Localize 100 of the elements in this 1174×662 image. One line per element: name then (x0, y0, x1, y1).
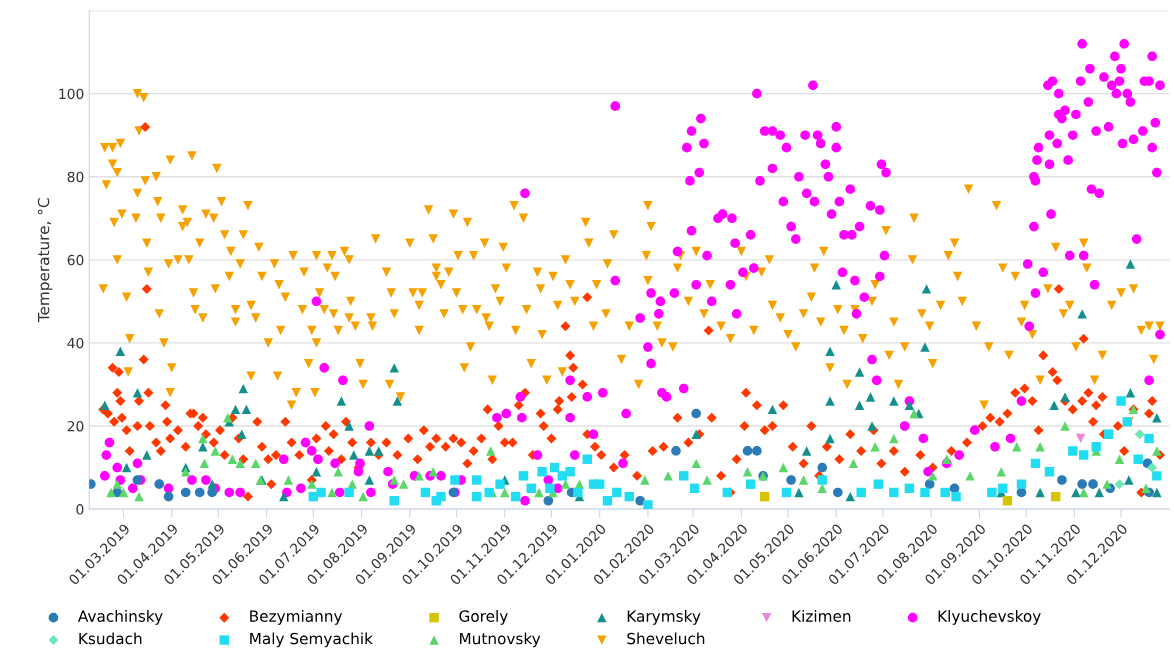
point (181, 466, 191, 477)
point (801, 446, 812, 456)
point (1152, 446, 1162, 456)
point (663, 471, 673, 481)
point (928, 471, 938, 481)
legend-label: Ksudach (79, 632, 142, 645)
point (420, 487, 431, 498)
point (1114, 454, 1125, 464)
point (602, 496, 613, 506)
point (1068, 446, 1078, 456)
point (106, 487, 116, 498)
point (689, 483, 700, 494)
point (199, 458, 210, 469)
point (364, 446, 375, 456)
point (854, 367, 865, 377)
legend-label: Mutnovsky (460, 632, 541, 648)
y-tick-label: 0 (76, 504, 84, 515)
point (537, 466, 547, 477)
point (643, 500, 653, 510)
point (163, 491, 174, 502)
point (987, 487, 997, 498)
point (998, 483, 1008, 494)
point (889, 487, 899, 498)
point (100, 400, 110, 410)
point (845, 491, 855, 502)
point (1141, 483, 1151, 494)
point (1102, 479, 1112, 489)
point (889, 433, 899, 444)
point (1075, 433, 1086, 444)
point (1124, 475, 1134, 485)
point (752, 446, 762, 456)
point (486, 446, 496, 456)
point (1057, 475, 1067, 485)
legend-label: Kizimen (792, 610, 851, 622)
point (392, 396, 403, 406)
point (1147, 462, 1158, 473)
point (450, 475, 460, 485)
point (194, 487, 205, 498)
point (115, 346, 126, 356)
point (180, 487, 191, 498)
point (825, 433, 835, 444)
point (1077, 309, 1087, 319)
point (691, 429, 701, 440)
point (573, 487, 583, 498)
legend-label: Avachinsky (78, 610, 163, 625)
point (336, 396, 347, 406)
point (640, 475, 650, 485)
point (965, 471, 975, 481)
point (526, 483, 536, 494)
point (691, 408, 701, 419)
point (311, 466, 322, 477)
point (344, 421, 354, 431)
point (794, 487, 804, 498)
point (865, 392, 876, 402)
point (121, 462, 132, 473)
point (389, 475, 399, 485)
point (238, 383, 249, 394)
point (1050, 491, 1061, 502)
point (428, 466, 438, 477)
y-tick-label: 100 (59, 88, 84, 100)
point (825, 396, 835, 406)
point (545, 483, 555, 494)
point (565, 466, 575, 477)
point (612, 487, 622, 498)
point (1144, 433, 1154, 444)
point (817, 462, 828, 473)
point (781, 487, 792, 498)
point (854, 400, 865, 410)
y-tick-label: 60 (67, 254, 84, 266)
point (364, 475, 375, 485)
point (134, 491, 144, 502)
point (1079, 450, 1089, 460)
point (518, 471, 529, 481)
point (227, 454, 238, 464)
point (825, 346, 835, 356)
point (307, 479, 317, 489)
point (1044, 466, 1055, 477)
point (1091, 442, 1101, 452)
point (500, 487, 510, 498)
point (230, 404, 241, 415)
point (778, 462, 789, 473)
point (671, 446, 681, 456)
point (389, 363, 399, 373)
point (1125, 259, 1136, 269)
point (118, 487, 129, 498)
point (996, 466, 1006, 477)
point (1077, 479, 1087, 489)
point (112, 479, 122, 489)
point (389, 496, 399, 506)
legend-label: Bezymianny (250, 610, 343, 625)
point (1133, 454, 1143, 464)
y-tick-label: 40 (67, 337, 84, 349)
point (154, 479, 165, 489)
y-tick-label: 20 (67, 420, 84, 432)
point (1114, 479, 1125, 490)
point (1116, 396, 1126, 406)
point (1035, 442, 1045, 452)
point (867, 421, 877, 431)
point (1002, 496, 1013, 506)
point (1049, 400, 1059, 410)
